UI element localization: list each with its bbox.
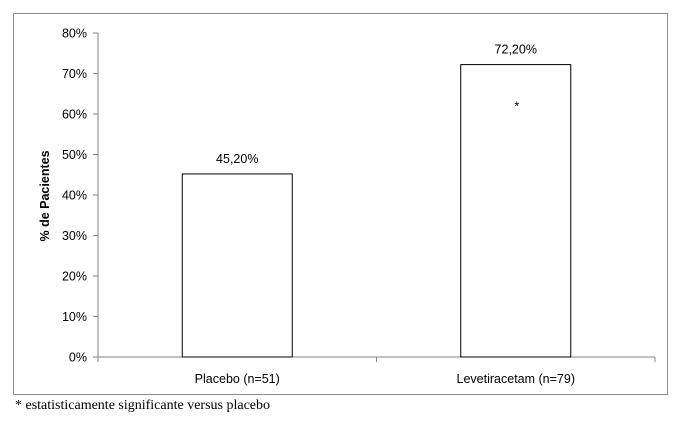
- bar: [181, 173, 293, 358]
- category-label: Levetiracetam (n=79): [457, 372, 575, 386]
- significance-asterisk: *: [514, 100, 519, 114]
- category-label: Placebo (n=51): [195, 372, 280, 386]
- y-tick-label: 80%: [62, 27, 87, 41]
- data-label: 72,20%: [495, 43, 537, 57]
- y-tick-label: 70%: [62, 67, 87, 81]
- y-tick-label: 60%: [62, 108, 87, 122]
- y-tick-label: 40%: [62, 189, 87, 203]
- y-tick-label: 0%: [69, 351, 87, 365]
- y-tick-label: 10%: [62, 310, 87, 324]
- data-label: 45,20%: [216, 152, 258, 166]
- y-tick-label: 50%: [62, 148, 87, 162]
- y-tick-label: 30%: [62, 229, 87, 243]
- footnote: * estatisticamente significante versus p…: [15, 398, 271, 413]
- bar: [460, 64, 572, 358]
- y-axis-title: % de Pacientes: [38, 150, 52, 241]
- y-tick-label: 20%: [62, 270, 87, 284]
